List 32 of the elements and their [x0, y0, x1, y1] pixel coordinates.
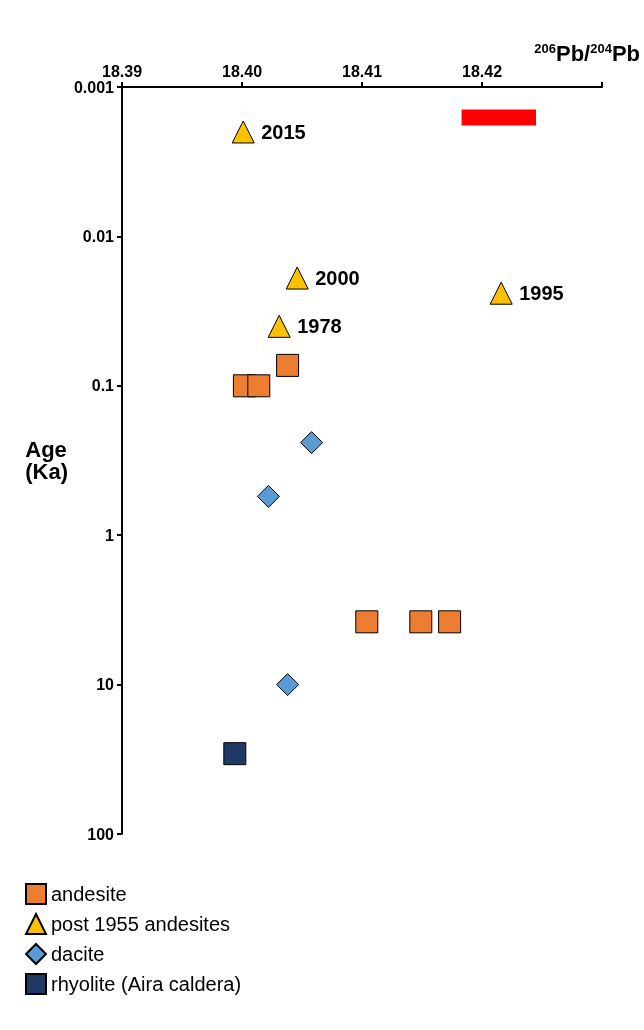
point — [223, 742, 247, 766]
legend-label: dacite — [51, 943, 105, 965]
x-tick-label: 18.41 — [341, 62, 383, 80]
legend-label: rhyolite (Aira caldera) — [51, 973, 242, 995]
legend-label: andesite — [51, 883, 127, 905]
point — [247, 374, 271, 398]
point — [256, 484, 280, 508]
annotation: 1995 — [519, 282, 564, 305]
annotation: 1978 — [297, 315, 342, 338]
point — [489, 281, 513, 305]
point — [300, 431, 324, 455]
point — [409, 610, 433, 634]
y-axis-title: Age (Ka) — [25, 437, 69, 484]
annotation: 2000 — [315, 267, 360, 290]
point — [267, 314, 291, 338]
legend-label: post 1955 andesites — [51, 913, 231, 935]
point — [355, 610, 379, 634]
point — [276, 353, 300, 377]
y-tick-label: 100 — [87, 825, 115, 843]
x-tick-label: 18.39 — [101, 62, 143, 80]
y-tick-label: 10 — [96, 676, 115, 694]
y-tick-label: 1 — [105, 526, 115, 544]
point — [438, 610, 462, 634]
point — [285, 266, 309, 290]
y-tick-label: 0.001 — [73, 78, 115, 96]
x-tick-label: 18.40 — [221, 62, 263, 80]
point — [276, 673, 300, 697]
y-tick-label: 0.01 — [82, 227, 115, 245]
point — [231, 120, 255, 144]
y-tick-label: 0.1 — [91, 377, 115, 395]
x-tick-label: 18.42 — [461, 62, 503, 80]
annotation: 2015 — [261, 120, 306, 143]
